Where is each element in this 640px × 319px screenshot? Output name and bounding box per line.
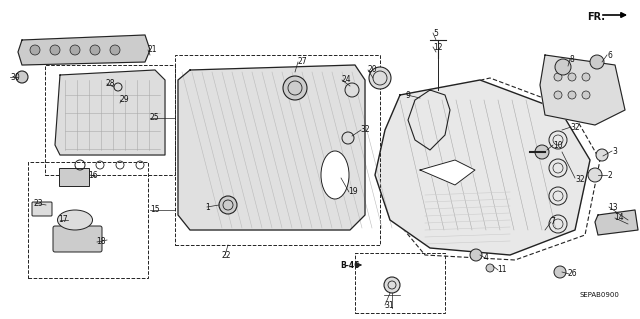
- Text: 29: 29: [120, 95, 130, 105]
- FancyBboxPatch shape: [32, 202, 52, 216]
- Text: 25: 25: [150, 114, 159, 122]
- Circle shape: [486, 264, 494, 272]
- Text: 4: 4: [484, 254, 489, 263]
- Text: 28: 28: [106, 79, 115, 88]
- Circle shape: [555, 59, 571, 75]
- Circle shape: [110, 45, 120, 55]
- Circle shape: [369, 67, 391, 89]
- Text: 24: 24: [342, 76, 351, 85]
- Circle shape: [345, 83, 359, 97]
- Circle shape: [582, 73, 590, 81]
- Text: 18: 18: [96, 238, 106, 247]
- Text: 9: 9: [406, 91, 411, 100]
- Text: 32: 32: [575, 175, 584, 184]
- Polygon shape: [375, 80, 590, 255]
- Text: 27: 27: [298, 57, 308, 66]
- Text: 32: 32: [360, 125, 370, 135]
- Text: 11: 11: [497, 265, 506, 275]
- Circle shape: [590, 55, 604, 69]
- Circle shape: [568, 73, 576, 81]
- Circle shape: [588, 168, 602, 182]
- Polygon shape: [55, 70, 165, 155]
- Circle shape: [596, 149, 608, 161]
- Text: 12: 12: [433, 42, 442, 51]
- Circle shape: [114, 83, 122, 91]
- Polygon shape: [178, 65, 365, 230]
- Text: 2: 2: [607, 170, 612, 180]
- Circle shape: [554, 266, 566, 278]
- Text: 30: 30: [10, 72, 20, 81]
- Text: 1: 1: [205, 203, 210, 211]
- Polygon shape: [595, 210, 638, 235]
- Circle shape: [16, 71, 28, 83]
- Text: 6: 6: [607, 50, 612, 60]
- Circle shape: [70, 45, 80, 55]
- Polygon shape: [420, 160, 475, 185]
- Text: 10: 10: [553, 140, 563, 150]
- Text: 3: 3: [612, 146, 617, 155]
- Circle shape: [568, 91, 576, 99]
- Text: 32: 32: [570, 122, 580, 131]
- Circle shape: [470, 249, 482, 261]
- Text: 15: 15: [150, 205, 159, 214]
- Text: 19: 19: [348, 188, 358, 197]
- Text: 20: 20: [368, 65, 378, 75]
- Text: B-46: B-46: [340, 261, 360, 270]
- Circle shape: [283, 76, 307, 100]
- Circle shape: [554, 91, 562, 99]
- Text: 13: 13: [608, 203, 618, 211]
- Circle shape: [90, 45, 100, 55]
- Text: FR.: FR.: [587, 12, 605, 22]
- Ellipse shape: [321, 151, 349, 199]
- Text: 16: 16: [88, 170, 98, 180]
- Text: 31: 31: [384, 300, 394, 309]
- FancyBboxPatch shape: [59, 168, 89, 186]
- FancyBboxPatch shape: [53, 226, 102, 252]
- Circle shape: [554, 73, 562, 81]
- Text: 26: 26: [568, 270, 578, 278]
- Text: 7: 7: [550, 218, 555, 226]
- Text: 8: 8: [570, 55, 575, 63]
- Circle shape: [219, 196, 237, 214]
- Text: 17: 17: [58, 216, 68, 225]
- Circle shape: [30, 45, 40, 55]
- Circle shape: [535, 145, 549, 159]
- Polygon shape: [18, 35, 150, 65]
- Circle shape: [342, 132, 354, 144]
- Circle shape: [50, 45, 60, 55]
- Polygon shape: [540, 55, 625, 125]
- Text: 14: 14: [614, 213, 623, 222]
- Ellipse shape: [58, 210, 93, 230]
- Circle shape: [384, 277, 400, 293]
- Text: 5: 5: [433, 28, 438, 38]
- Text: 23: 23: [34, 198, 44, 207]
- Circle shape: [582, 91, 590, 99]
- Text: 21: 21: [148, 46, 157, 55]
- Text: 22: 22: [222, 250, 232, 259]
- Text: SEPAB0900: SEPAB0900: [580, 292, 620, 298]
